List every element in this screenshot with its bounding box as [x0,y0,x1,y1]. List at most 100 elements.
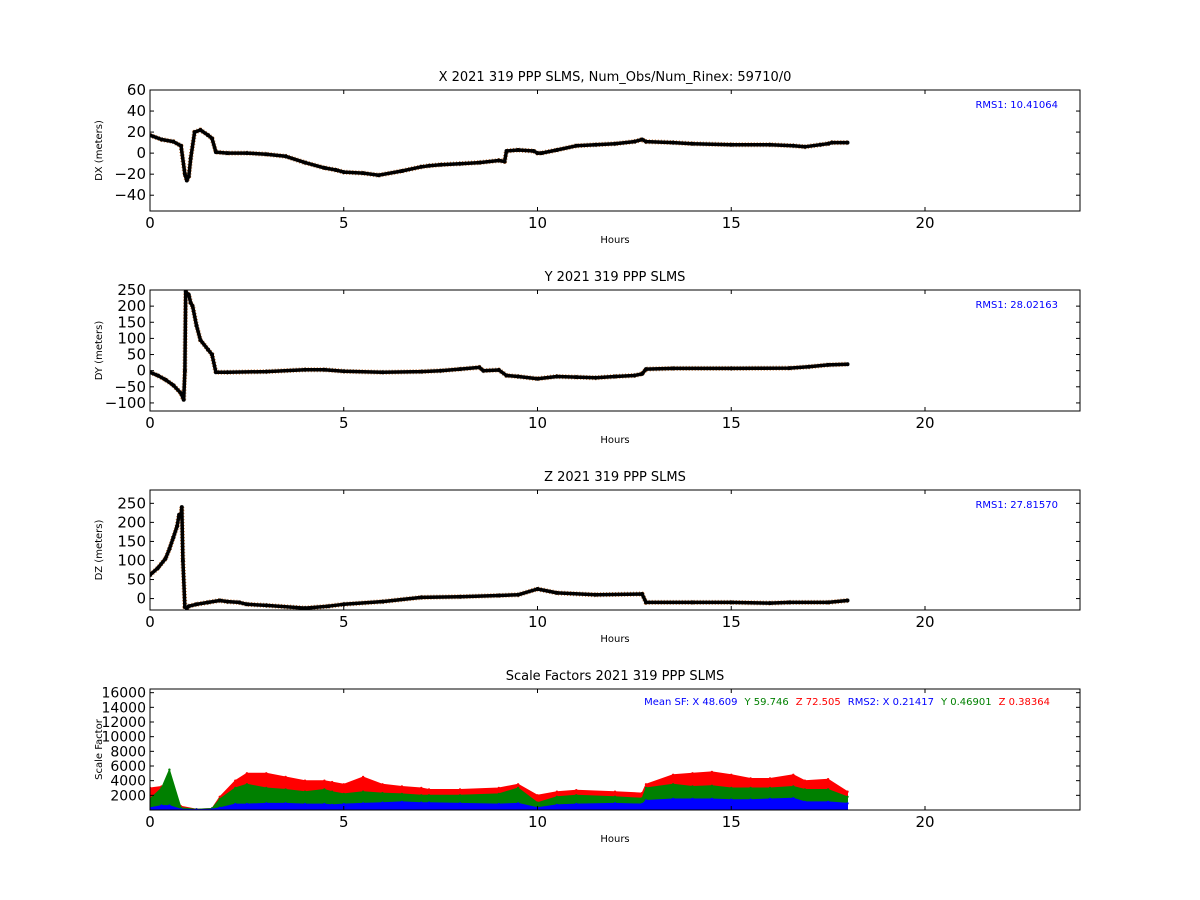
y-tick-label: 0 [136,590,146,608]
data-point [194,602,199,607]
data-point [644,367,648,372]
data-point [749,798,752,801]
series-line [150,128,848,183]
data-point [198,128,203,132]
data-point [496,368,501,372]
data-point [497,802,500,806]
data-point [330,790,334,793]
stat-item: Z 72.505 [796,697,841,708]
data-point [632,139,637,144]
data-point [234,786,237,790]
data-point [481,368,486,373]
data-point [458,161,462,166]
data-point [188,300,193,305]
data-point [554,374,559,379]
data-point [419,164,424,169]
x-tick-label: 20 [915,813,934,831]
y-tick-label: 200 [117,513,146,531]
y-tick-label: 20 [127,123,146,141]
data-point [341,369,346,374]
data-point [303,367,307,372]
data-point [613,802,617,805]
data-point [183,290,188,294]
data-point [400,800,404,804]
stat-item: Y 59.746 [743,697,788,708]
data-point [303,606,307,610]
x-tick-label: 10 [528,613,547,631]
data-point [640,137,645,142]
data-point [427,801,431,804]
data-point [265,772,268,775]
x-tick-label: 5 [339,414,349,432]
data-point [427,163,431,168]
data-point [575,794,578,797]
y-tick-label: 8000 [110,744,146,760]
x-tick-label: 10 [528,414,547,432]
data-point [826,600,831,605]
x-axis-label: Hours [600,235,629,246]
data-point [845,362,850,367]
data-point [245,802,249,806]
y-axis-label: DY (meters) [94,321,105,381]
data-point [160,786,163,790]
data-point [427,788,431,791]
data-point [504,373,509,378]
data-point [644,799,648,802]
x-tick-label: 15 [722,414,741,432]
y-tick-label: 0 [136,362,146,380]
data-point [644,783,648,786]
data-point [516,592,521,597]
data-point [846,802,849,805]
data-point [361,802,365,805]
data-point [730,773,733,776]
data-point [326,604,331,609]
data-point [206,600,211,605]
y-tick-label: 12000 [101,715,146,731]
data-point [420,786,423,790]
data-point [380,599,385,604]
data-point [265,786,268,790]
data-point [380,370,385,375]
data-point [160,804,163,807]
data-point [516,802,520,805]
data-point [283,154,288,159]
data-point [497,792,500,796]
data-point [171,139,176,144]
data-point [768,601,772,606]
data-point [768,786,772,790]
x-tick-label: 5 [339,214,349,232]
data-point [218,797,221,801]
data-point [190,304,195,309]
x-tick-label: 10 [528,214,547,232]
data-point [768,142,772,147]
data-layer [150,768,849,810]
data-point [845,140,850,145]
y-tick-label: 100 [117,329,146,347]
x-axis-label: Hours [600,435,629,446]
data-point [419,369,424,374]
data-point [640,802,644,806]
data-point [535,376,540,381]
data-point [516,783,520,786]
data-point [555,790,559,793]
data-point [342,792,345,796]
data-point [361,775,365,779]
data-point [671,783,675,786]
data-point [438,162,443,167]
y-tick-label: 16000 [101,686,146,702]
data-point [186,604,191,609]
y-tick-label: 40 [127,102,146,120]
data-point [730,786,733,790]
data-point [188,156,193,161]
data-point [284,775,287,779]
y-tick-label: 4000 [110,774,146,790]
data-point [159,137,164,142]
data-point [237,600,242,605]
data-point [477,365,482,370]
data-point [245,772,249,775]
data-layer [150,290,850,403]
data-point [792,797,795,800]
data-point [768,777,772,780]
data-point [826,778,830,781]
